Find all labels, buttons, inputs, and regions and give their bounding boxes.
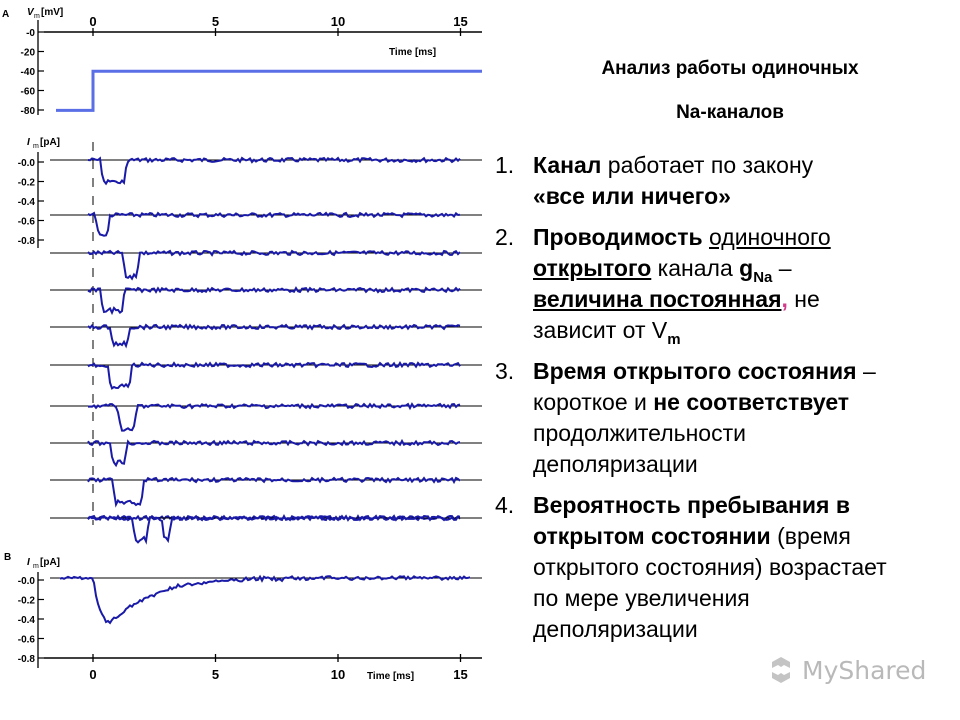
single-channel-trace [87,514,461,544]
time-tick-label-top: 15 [453,14,467,29]
im-tick-label: -0.0 [18,158,36,169]
watermark-logo-icon [772,657,790,683]
item-text: Канал [533,152,602,178]
list-item-1: 1. Канал работает по закону «все или нич… [495,150,955,212]
im-axis-label: [pA] [40,137,60,148]
vm-axis-label: [mV] [41,7,63,18]
im-tick-label-b: -0.8 [18,654,36,665]
im-tick-label: -0.2 [18,178,36,189]
single-channel-trace [87,476,461,508]
time-tick-label-top: 0 [89,14,96,29]
item-text: канала [651,255,740,281]
item-text: деполяризации [533,451,698,477]
voltage-step-trace [56,69,482,112]
im-tick-label: -0.4 [18,197,36,208]
im-tick-label: -0.6 [18,217,36,228]
im-axis-var: I [27,137,30,148]
single-channel-trace [87,402,461,432]
item-text: открытого [533,255,652,281]
panel-a-label: A [2,9,9,20]
im-axis-sub-b: m [33,563,39,570]
time-tick-label-top: 5 [212,14,219,29]
im-axis-sub: m [33,143,39,150]
item-text: Вероятность пребывания в [533,492,850,518]
item-number: 3. [495,358,515,384]
slide-title-line2: Na-каналов [676,102,784,123]
item-text: (время [770,523,851,549]
item-text: открытого состояния) возрастает [533,554,887,580]
im-tick-label-b: -0.6 [18,635,36,646]
item-text: деполяризации [533,616,698,642]
time-tick-label-bottom: 10 [331,667,345,682]
vm-tick-label: -80 [21,106,36,117]
im-axis-label-b: [pA] [40,557,60,568]
single-channel-trace [87,438,461,468]
single-channel-trace [87,361,461,390]
item-text: открытом состоянии [533,523,771,549]
item-text: величина постоянная [533,286,782,312]
list-item-4: 4. Вероятность пребывания в открытом сос… [495,490,955,645]
properties-list: 1. Канал работает по закону «все или нич… [495,150,955,655]
item-text: Проводимость [533,224,703,250]
item-text: – [856,358,876,384]
time-label-bottom: Time [ms] [367,671,414,682]
im-axis-var-b: I [27,557,30,568]
vm-tick-label: -0 [26,28,35,39]
item-mark: , [781,286,788,312]
item-text: «все или ничего» [533,183,731,209]
item-text: короткое и [533,389,654,415]
list-item-2: 2. Проводимость одиночного открытого кан… [495,222,955,348]
im-tick-label-b: -0.0 [18,576,36,587]
vm-tick-label: -60 [21,87,36,98]
time-tick-label-bottom: 15 [453,667,467,682]
vm-tick-label: -20 [21,48,36,59]
item-number: 1. [495,152,515,178]
panel-b-label: B [4,552,11,563]
item-text: зависит от V [533,317,668,343]
single-channel-trace [87,323,461,349]
vm-axis-var: V [27,7,35,18]
item-text: не [787,286,820,312]
item-text: работает по закону [601,152,814,178]
single-channel-trace [87,513,461,545]
item-text: не соответствует [653,389,850,415]
watermark: MyShared [766,655,926,685]
time-label-top: Time [ms] [389,47,436,58]
ensemble-trace [59,574,471,625]
im-tick-label-b: -0.4 [18,615,36,626]
item-text: продолжительности [533,420,746,446]
item-number: 2. [495,224,515,250]
watermark-text: MyShared [802,655,927,685]
time-tick-label-bottom: 0 [89,667,96,682]
im-tick-label: -0.8 [18,236,36,247]
item-text: Время открытого состояния [533,358,857,384]
item-number: 4. [495,492,515,518]
vm-tick-label: -40 [21,67,36,78]
item-text: g [739,255,754,281]
list-item-3: 3. Время открытого состояния – короткое … [495,356,955,480]
time-tick-label-top: 10 [331,14,345,29]
single-channel-trace [87,249,461,281]
item-subscript: m [667,331,681,348]
item-subscript: Na [753,269,773,286]
single-channel-trace [87,211,461,237]
single-channel-trace [87,286,461,316]
im-tick-label-b: -0.2 [18,596,36,607]
slide-title-line1: Анализ работы одиночных [601,58,859,79]
vm-axis-sub: m [34,13,40,20]
item-text: по мере увеличения [533,585,750,611]
item-text: – [772,255,792,281]
time-tick-label-bottom: 5 [212,667,219,682]
single-channel-trace [87,156,461,186]
item-text: одиночного [709,224,831,250]
